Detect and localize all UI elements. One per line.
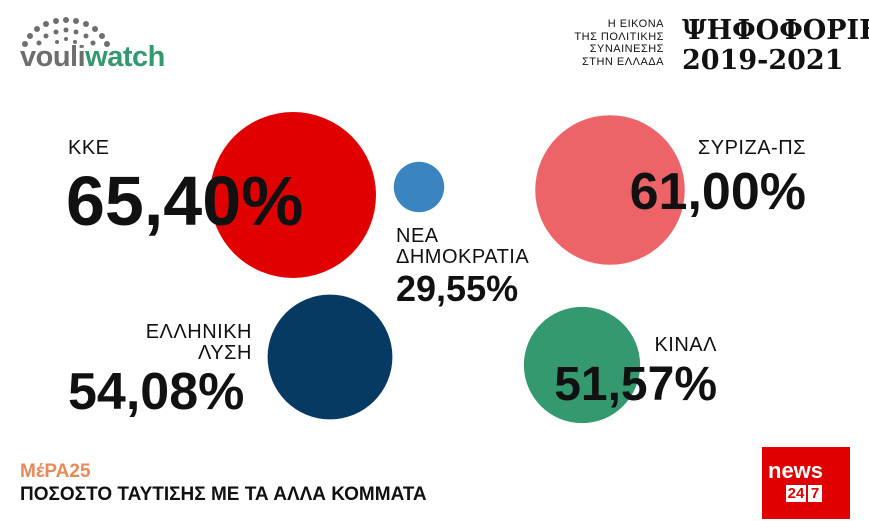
bubble [210,112,376,278]
news-logo-box [762,447,850,519]
value-label: 51,57% [554,358,717,411]
title: ΨΗΦΟΦΟΡΙΕΣ 2019-2021 [682,15,869,76]
caption: ΠΟΣΟΣΤΟ ΤΑΥΤΙΣΗΣ ΜΕ ΤΑ ΑΛΛΑ ΚΟΜΜΑΤΑ [20,484,427,505]
bubble [523,306,641,424]
bubble [267,294,393,420]
value-label: 54,08% [68,363,245,421]
party-name: ΚΙΝΑΛ [654,334,717,356]
bubble [393,161,445,213]
logo-part1: vouli [20,41,86,73]
subtitle: Η ΕΙΚΟΝΑ ΤΗΣ ΠΟΛΙΤΙΚΗΣ ΣΥΝΑΙΝΕΣΗΣ ΣΤΗΝ Ε… [574,18,664,68]
value-label: 65,40% [66,162,304,240]
news-logo-num1: 24 [787,485,805,502]
party: ΜέΡΑ25 [20,461,91,482]
value-label: 61,00% [629,163,806,221]
party-name: ΣΥΡΙΖΑ-ΠΣ [697,137,806,159]
value-label: 29,55% [396,268,519,309]
party-name: ΕΛΛΗΝΙΚΗ ΛΥΣΗ [145,321,252,364]
party-name: ΚΚΕ [68,137,110,159]
news-logo-box-24 [786,485,806,502]
logo-icon [22,17,110,47]
logo-text: vouliwatch [20,42,165,72]
news-logo-num2: 7 [810,485,820,502]
bubble [535,115,685,265]
news-logo-box-7 [808,485,822,502]
logo-part2: watch [85,41,165,73]
party-name: ΝΕΑ ΔΗΜΟΚΡΑΤΙΑ [396,225,530,268]
news-logo-name: news [768,458,824,483]
